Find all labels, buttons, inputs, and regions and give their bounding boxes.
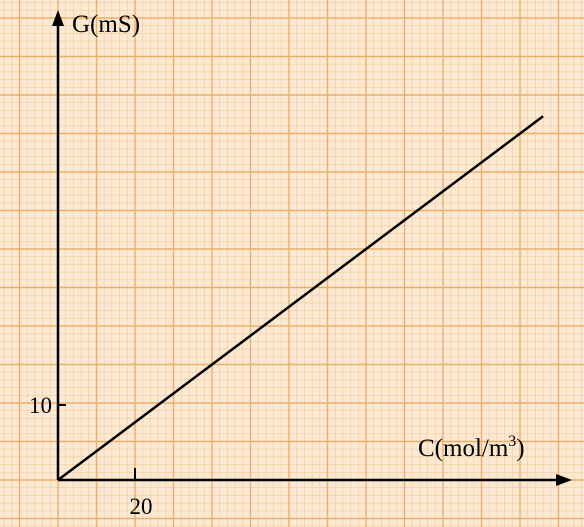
x-axis-label-main: C(mol/m	[418, 435, 509, 462]
x-axis-arrow-icon	[556, 474, 572, 486]
x-tick-label: 20	[130, 494, 153, 519]
y-tick-label: 10	[29, 393, 52, 418]
series-line	[57, 115, 544, 482]
x-axis-label: C(mol/m3)	[418, 433, 525, 462]
y-axis-label: G(mS)	[72, 11, 140, 38]
x-axis-label-superscript: 3	[508, 433, 516, 450]
y-axis-arrow-icon	[52, 10, 64, 26]
x-axis-label-close: )	[516, 435, 524, 462]
